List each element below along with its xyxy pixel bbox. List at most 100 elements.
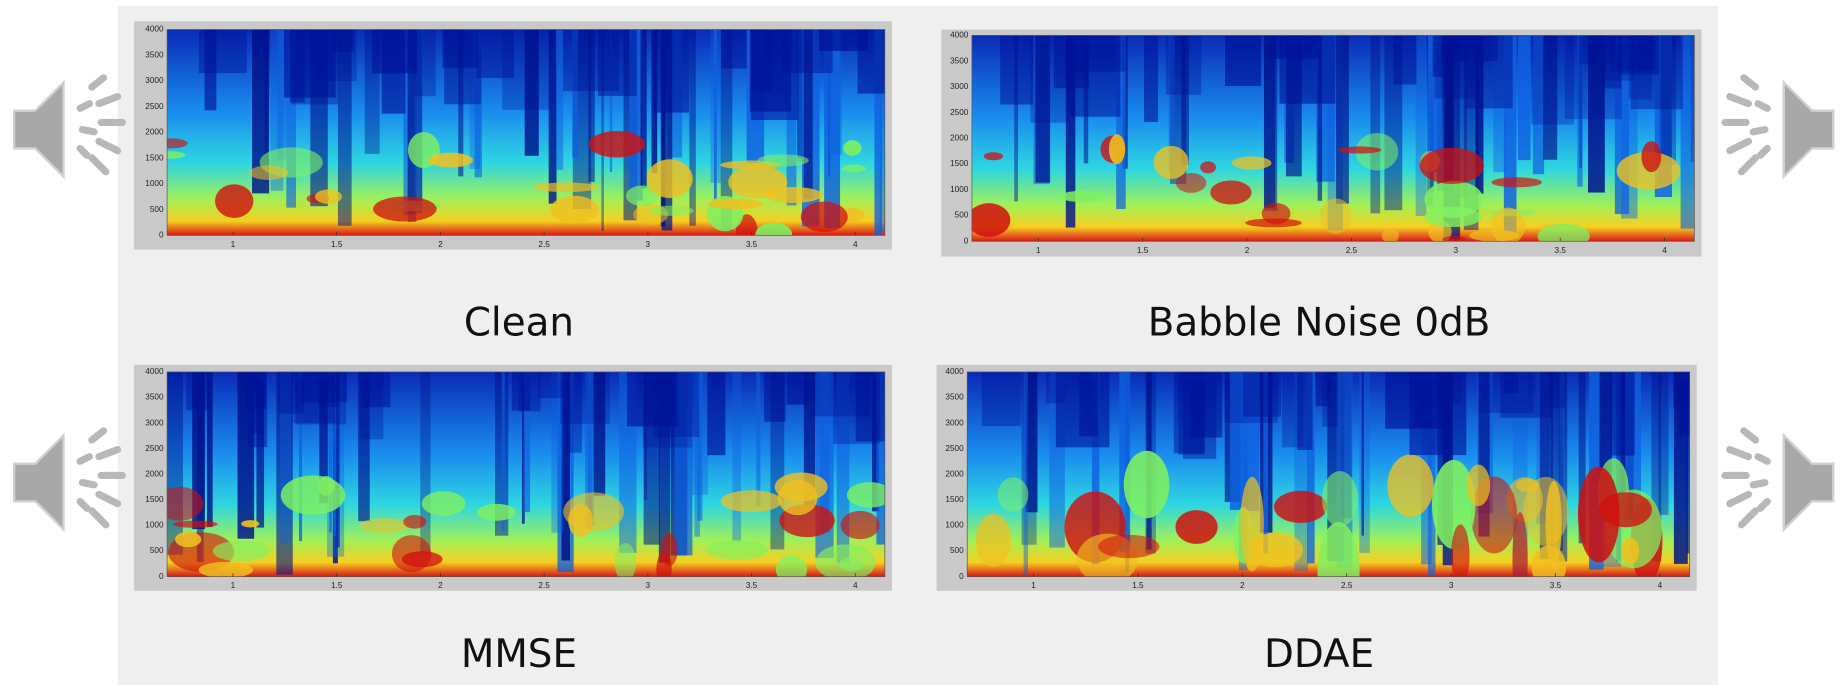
x-tick-label: 3.5	[1555, 246, 1567, 255]
y-tick-label: 1500	[145, 495, 164, 504]
spectrogram-energy	[721, 490, 782, 512]
spectrogram-image	[151, 30, 903, 252]
spectrogram-energy	[1467, 464, 1491, 506]
x-tick-label: 1	[1036, 246, 1041, 255]
spectrogram-energy	[1641, 141, 1661, 172]
y-tick-label: 500	[955, 211, 969, 220]
spectrogram-energy	[1420, 148, 1484, 184]
spectrogram-top	[1610, 372, 1635, 456]
y-tick-label: 4000	[145, 367, 164, 376]
spectrogram-energy	[708, 199, 764, 210]
x-tick-label: 4	[853, 581, 858, 590]
spectrogram-energy	[373, 196, 437, 221]
y-tick-label: 2000	[950, 134, 969, 143]
panel-label: Babble Noise 0dB	[1148, 300, 1491, 345]
spectrogram-top	[764, 372, 786, 422]
spectrogram-top	[982, 372, 1021, 426]
spectrogram-top	[812, 372, 870, 416]
spectrogram-top	[1531, 35, 1574, 124]
spectrogram-energy	[241, 520, 259, 527]
spectrogram-energy	[589, 131, 645, 158]
y-tick-label: 4000	[950, 31, 969, 40]
spectrogram-top	[372, 30, 417, 74]
spectrogram-top	[1322, 372, 1338, 427]
speaker-icon[interactable]	[1725, 78, 1833, 177]
x-tick-label: 2	[438, 240, 443, 249]
spectrogram-energy	[998, 477, 1029, 511]
spectrogram-energy	[281, 475, 346, 514]
x-tick-label: 3	[1454, 246, 1459, 255]
spectrogram-top	[707, 372, 725, 455]
y-tick-label: 1000	[945, 521, 964, 530]
spectrogram-band	[1362, 372, 1364, 536]
spectrogram-band	[1264, 35, 1275, 207]
spectrogram-top	[186, 372, 209, 410]
spectrogram-energy	[1154, 146, 1189, 179]
y-tick-label: 2500	[945, 444, 964, 453]
y-tick-label: 3000	[145, 76, 164, 85]
speaker-icon[interactable]	[14, 78, 122, 177]
spectrogram-image	[156, 372, 907, 587]
spectrogram-energy	[199, 562, 253, 578]
spectrogram-energy	[315, 189, 342, 203]
spectrogram-energy	[1320, 198, 1352, 233]
spectrogram-top	[414, 30, 435, 97]
x-tick-label: 1	[231, 240, 236, 249]
spectrogram-energy	[647, 159, 693, 198]
x-tick-label: 2.5	[1346, 246, 1358, 255]
spectrogram-energy	[801, 202, 848, 233]
page: 0500100015002000250030003500400011.522.5…	[0, 0, 1845, 685]
spectrogram-band	[756, 372, 760, 507]
spectrogram: 0500100015002000250030003500400011.522.5…	[134, 365, 907, 591]
speaker-icon[interactable]	[14, 431, 122, 530]
spectrogram: 0500100015002000250030003500400011.522.5…	[937, 365, 1723, 621]
spectrogram-energy	[984, 152, 1003, 160]
y-tick-label: 1000	[950, 185, 969, 194]
spectrogram-top	[246, 372, 266, 409]
spectrogram: 0500100015002000250030003500400011.522.5…	[941, 30, 1701, 257]
spectrogram-energy	[1098, 535, 1159, 558]
y-tick-label: 0	[964, 236, 969, 245]
x-tick-label: 1	[231, 581, 236, 590]
spectrogram-energy	[1210, 181, 1251, 205]
y-tick-label: 500	[150, 205, 164, 214]
spectrogram-band	[1359, 372, 1370, 553]
speaker-icon[interactable]	[1725, 431, 1833, 530]
spectrogram-top	[1079, 372, 1097, 436]
spectrogram-top	[1579, 35, 1607, 64]
x-tick-label: 2.5	[538, 240, 550, 249]
spectrogram-top	[255, 30, 270, 56]
y-tick-label: 2500	[145, 444, 164, 453]
spectrogram-energy	[422, 491, 466, 516]
spectrogram-energy	[728, 166, 787, 199]
spectrogram-energy	[661, 533, 678, 566]
y-tick-label: 1500	[145, 153, 164, 162]
spectrogram-energy	[1578, 467, 1620, 563]
spectrogram-energy	[1523, 477, 1568, 546]
y-tick-label: 1000	[145, 179, 164, 188]
x-tick-label: 4	[1658, 581, 1663, 590]
x-tick-label: 3	[646, 581, 651, 590]
spectrogram-top	[1609, 35, 1655, 71]
spectrogram-top	[1224, 372, 1277, 423]
spectrogram-energy	[706, 540, 768, 560]
spectrogram-energy	[1262, 203, 1291, 224]
spectrogram-energy	[649, 206, 694, 216]
x-tick-label: 1.5	[1137, 246, 1149, 255]
spectrogram-energy	[1425, 207, 1482, 227]
x-tick-label: 3	[646, 240, 651, 249]
spectrogram-top	[1439, 372, 1461, 403]
spectrogram-energy	[775, 472, 828, 501]
spectrogram-band	[167, 372, 183, 555]
spectrogram-energy	[392, 535, 431, 572]
spectrogram-top	[787, 372, 809, 405]
y-tick-label: 3500	[945, 393, 964, 402]
spectrogram-energy	[1387, 454, 1433, 517]
spectrogram-band	[1370, 35, 1380, 213]
panel-label: MMSE	[461, 632, 577, 677]
spectrogram-energy	[173, 521, 218, 528]
spectrogram-top	[278, 372, 304, 414]
spectrogram-band	[1336, 35, 1349, 203]
spectrogram-energy	[1200, 161, 1216, 173]
